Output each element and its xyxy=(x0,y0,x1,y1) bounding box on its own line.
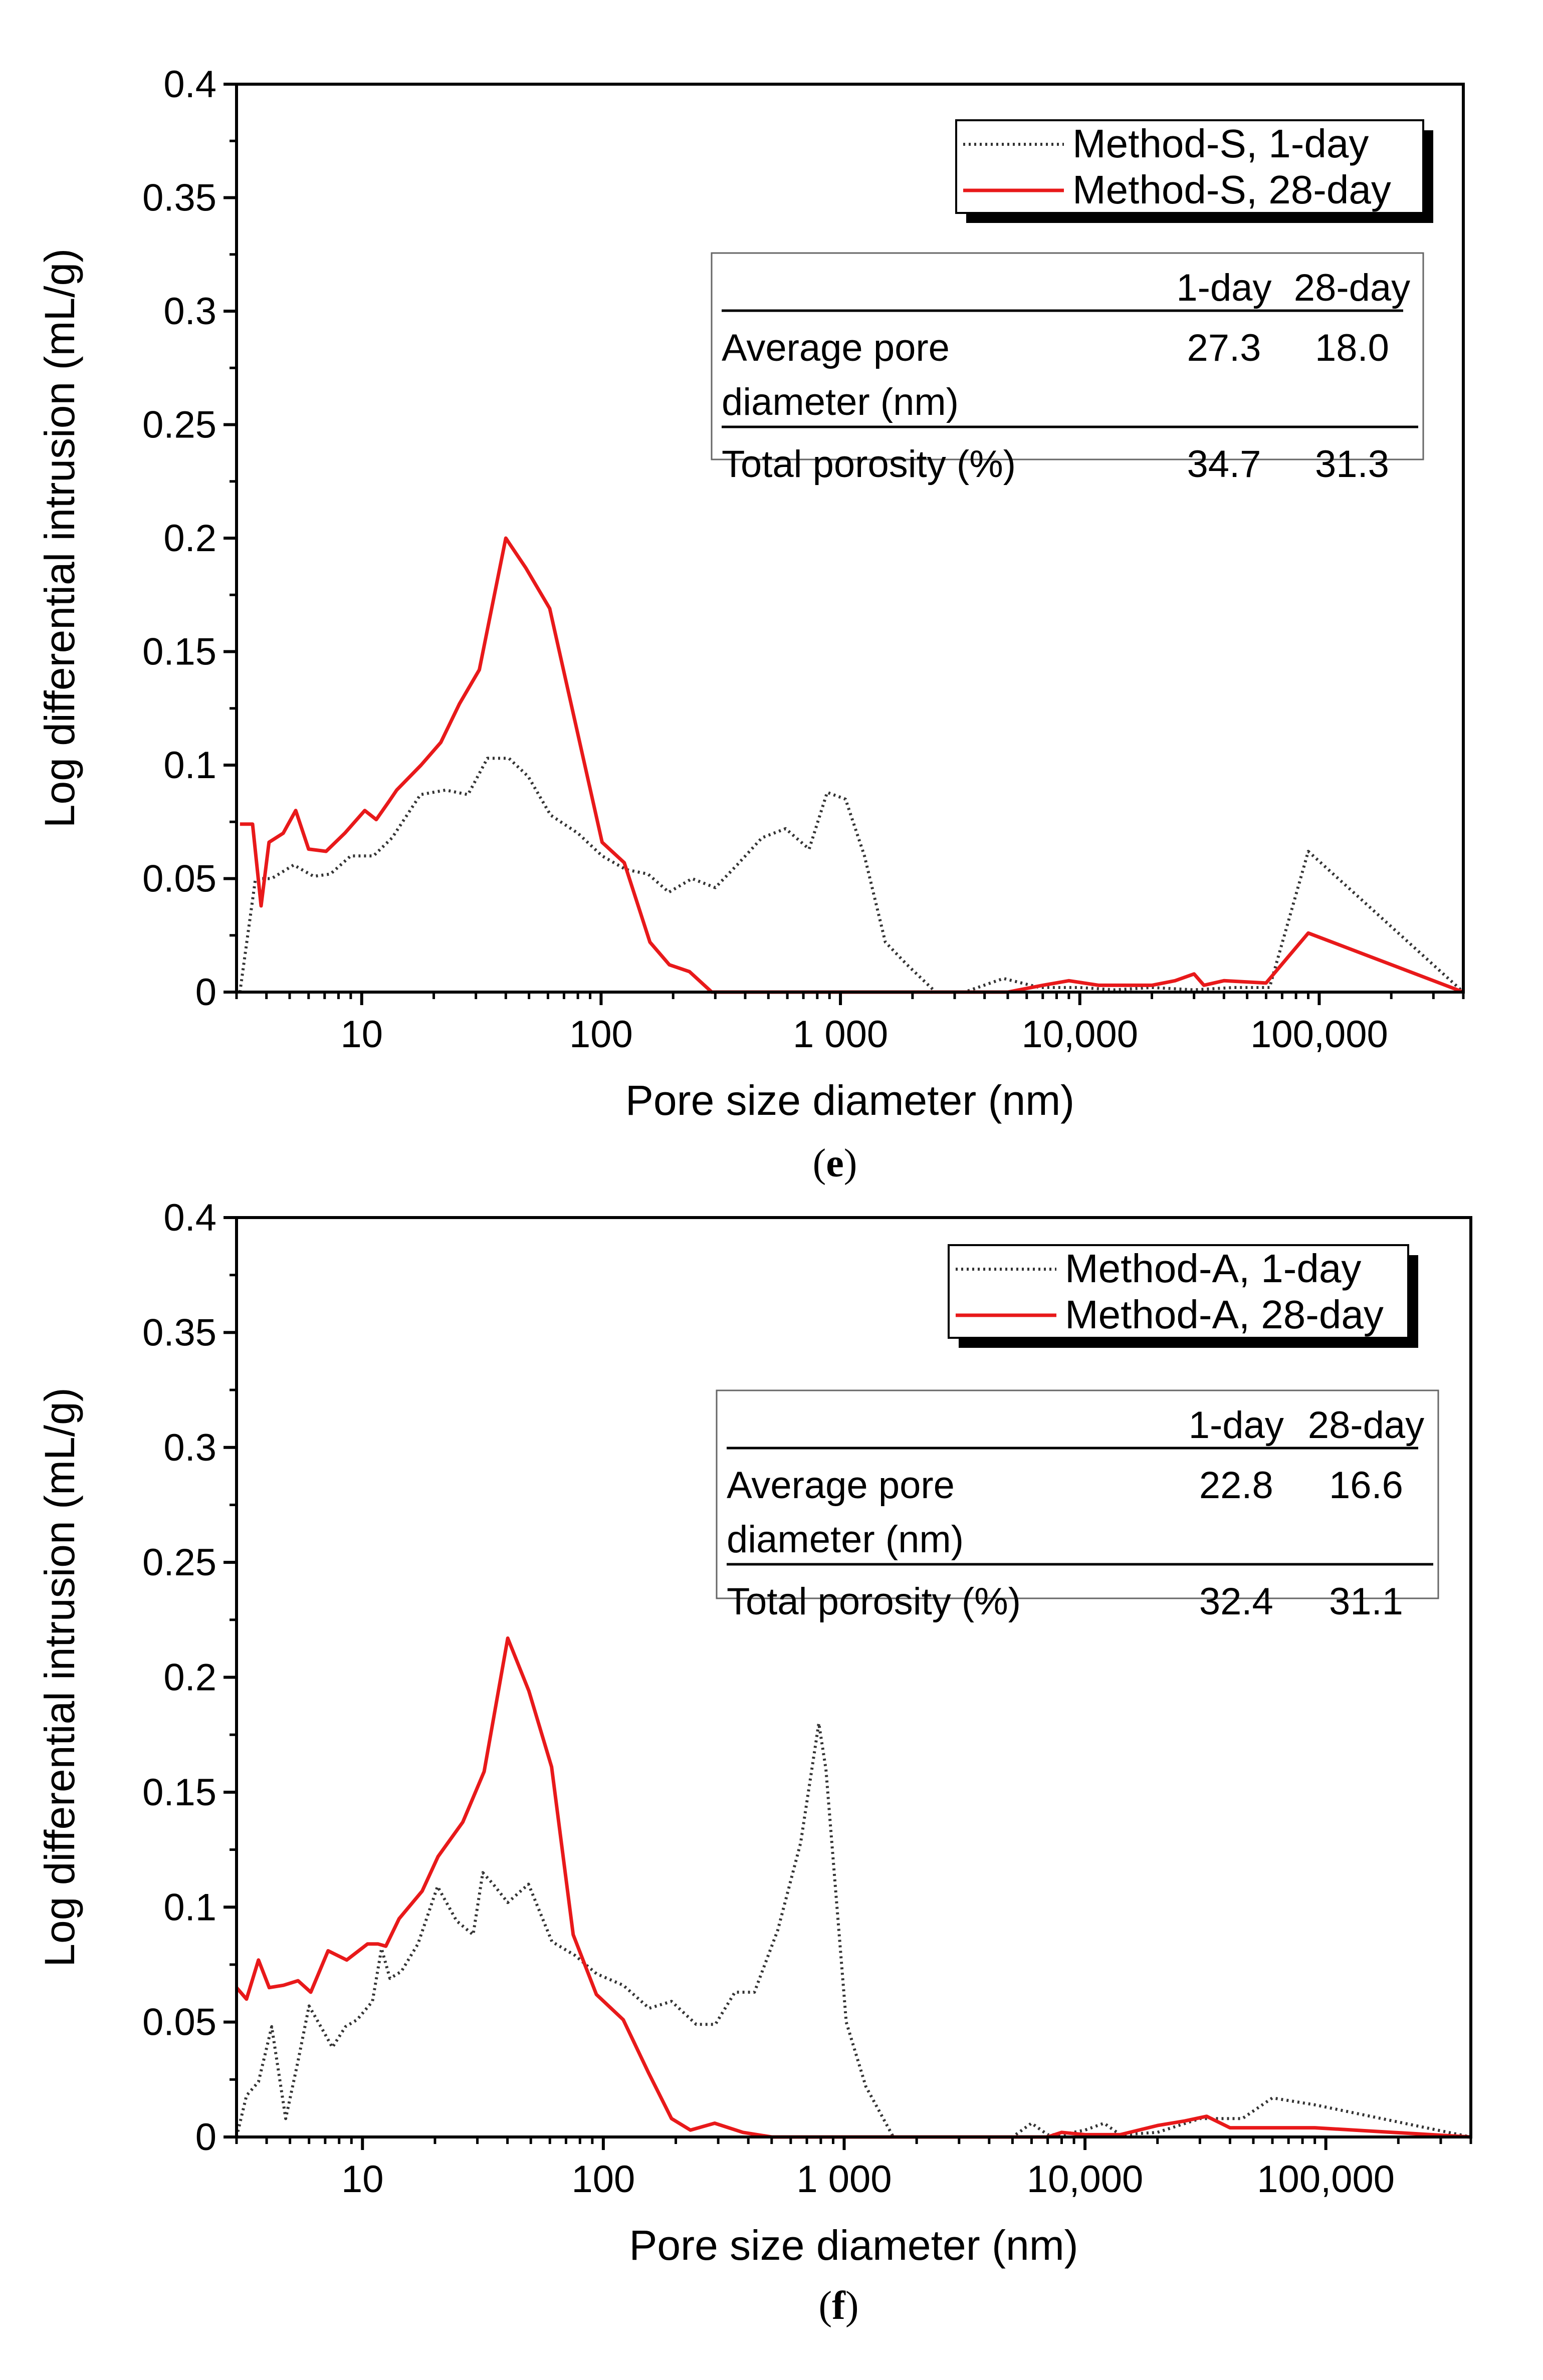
y-tick-label: 0 xyxy=(195,971,216,1014)
y-tick-label: 0.1 xyxy=(163,1886,216,1929)
caption-letter: f xyxy=(832,2284,846,2328)
series-line-28-day xyxy=(235,1636,1471,2139)
inset-table-box xyxy=(711,252,1424,460)
caption-paren: ) xyxy=(844,1141,857,1185)
y-tick-label: 0.3 xyxy=(163,290,216,333)
table-header-1-day: 1-day xyxy=(1176,267,1271,309)
series-line-1-day xyxy=(235,1722,1471,2138)
panel-caption: (e) xyxy=(813,1141,857,1185)
y-tick-label: 0.35 xyxy=(142,177,216,219)
y-tick-label: 0 xyxy=(195,2116,216,2159)
y-tick-label: 0.15 xyxy=(142,631,216,673)
y-tick-label: 0.1 xyxy=(163,744,216,787)
x-tick-label: 10,000 xyxy=(1027,2158,1143,2201)
y-axis: 0 0.05 0.1 0.15 0.2 0.25 0.3 0.35 0.4 xyxy=(142,63,237,1014)
inset-table: 1-day 28-day Average pore diameter (nm) 22.8… xyxy=(716,1389,1439,1623)
table-cell: 16.6 xyxy=(1329,1464,1403,1507)
x-tick-label: 1 000 xyxy=(793,1013,888,1056)
table-row-label: Total porosity (%) xyxy=(722,443,1016,486)
table-cell: 31.3 xyxy=(1315,443,1389,486)
x-axis-title: Pore size diameter (nm) xyxy=(625,1077,1074,1124)
y-tick-label: 0.25 xyxy=(142,404,216,446)
legend-box xyxy=(955,119,1424,214)
table-row-label: diameter (nm) xyxy=(727,1518,964,1561)
y-tick-label: 0.4 xyxy=(163,1197,216,1239)
caption-paren: ( xyxy=(813,1141,826,1185)
legend-label-28-day: Method-A, 28-day xyxy=(1065,1292,1384,1337)
x-tick-label: 100 xyxy=(569,1013,633,1056)
table-cell: 34.7 xyxy=(1187,443,1261,486)
y-axis-title: Log differential intrusion (mL/g) xyxy=(36,249,83,828)
y-tick-label: 0.35 xyxy=(142,1311,216,1354)
table-cell: 18.0 xyxy=(1315,327,1389,369)
x-tick-label: 100,000 xyxy=(1257,2158,1395,2201)
caption-paren: ( xyxy=(819,2284,832,2328)
panel-caption: (f) xyxy=(819,2284,859,2328)
y-axis-title: Log differential intrusion (mL/g) xyxy=(36,1387,83,1967)
series-group xyxy=(235,1636,1471,2139)
x-axis-title: Pore size diameter (nm) xyxy=(629,2222,1078,2269)
y-tick-label: 0.2 xyxy=(163,1656,216,1699)
x-tick-label: 10 xyxy=(341,2158,384,2201)
x-tick-label: 100 xyxy=(571,2158,635,2201)
caption-paren: ) xyxy=(845,2284,859,2328)
table-header-28-day: 28-day xyxy=(1294,267,1410,309)
y-tick-label: 0.4 xyxy=(163,63,216,106)
y-axis: 0 0.05 0.1 0.15 0.2 0.25 0.3 0.35 0.4 xyxy=(142,1197,237,2159)
x-axis: 10 100 1 000 10,000 100,000 xyxy=(235,2137,1472,2201)
table-cell: 31.1 xyxy=(1329,1580,1403,1623)
y-tick-label: 0.25 xyxy=(142,1541,216,1584)
table-row-label: Average pore xyxy=(727,1464,955,1507)
x-tick-label: 100,000 xyxy=(1250,1013,1388,1056)
x-tick-label: 1 000 xyxy=(796,2158,892,2201)
series-line-28-day xyxy=(240,536,1464,994)
x-axis: 10 100 1 000 10,000 100,000 xyxy=(235,992,1465,1056)
series-group xyxy=(238,536,1465,994)
legend-label-1-day: Method-S, 1-day xyxy=(1072,121,1369,166)
table-header-28-day: 28-day xyxy=(1308,1404,1424,1447)
y-tick-label: 0.05 xyxy=(142,858,216,900)
caption-letter: e xyxy=(826,1141,844,1185)
chart-panel-e: 00.050.10.150.20.250.30.350.410 100 1 000 1… xyxy=(36,63,1465,1185)
plot-frame xyxy=(235,1216,1472,2138)
x-tick-label: 10,000 xyxy=(1022,1013,1138,1056)
legend-label-1-day: Method-A, 1-day xyxy=(1065,1246,1361,1291)
x-tick-label: 10 xyxy=(340,1013,383,1056)
y-tick-label: 0.3 xyxy=(163,1426,216,1469)
table-header-1-day: 1-day xyxy=(1189,1404,1284,1447)
legend-box xyxy=(948,1244,1409,1339)
table-row-label: Average pore xyxy=(722,327,950,369)
series-line-1-day xyxy=(238,757,1465,994)
table-cell: 27.3 xyxy=(1187,327,1261,369)
table-cell: 32.4 xyxy=(1199,1580,1273,1623)
legend-label-28-day: Method-S, 28-day xyxy=(1072,167,1391,212)
table-row-label: diameter (nm) xyxy=(722,381,959,423)
chart-panel-f: 00.050.10.150.20.250.30.350.410 100 1 000 1… xyxy=(36,1197,1472,2328)
table-cell: 22.8 xyxy=(1199,1464,1273,1507)
inset-table: 1-day 28-day Average pore diameter (nm) 27.3… xyxy=(711,252,1424,486)
y-tick-label: 0.2 xyxy=(163,517,216,560)
y-tick-label: 0.15 xyxy=(142,1771,216,1814)
y-tick-label: 0.05 xyxy=(142,2001,216,2044)
table-row-label: Total porosity (%) xyxy=(727,1580,1021,1623)
